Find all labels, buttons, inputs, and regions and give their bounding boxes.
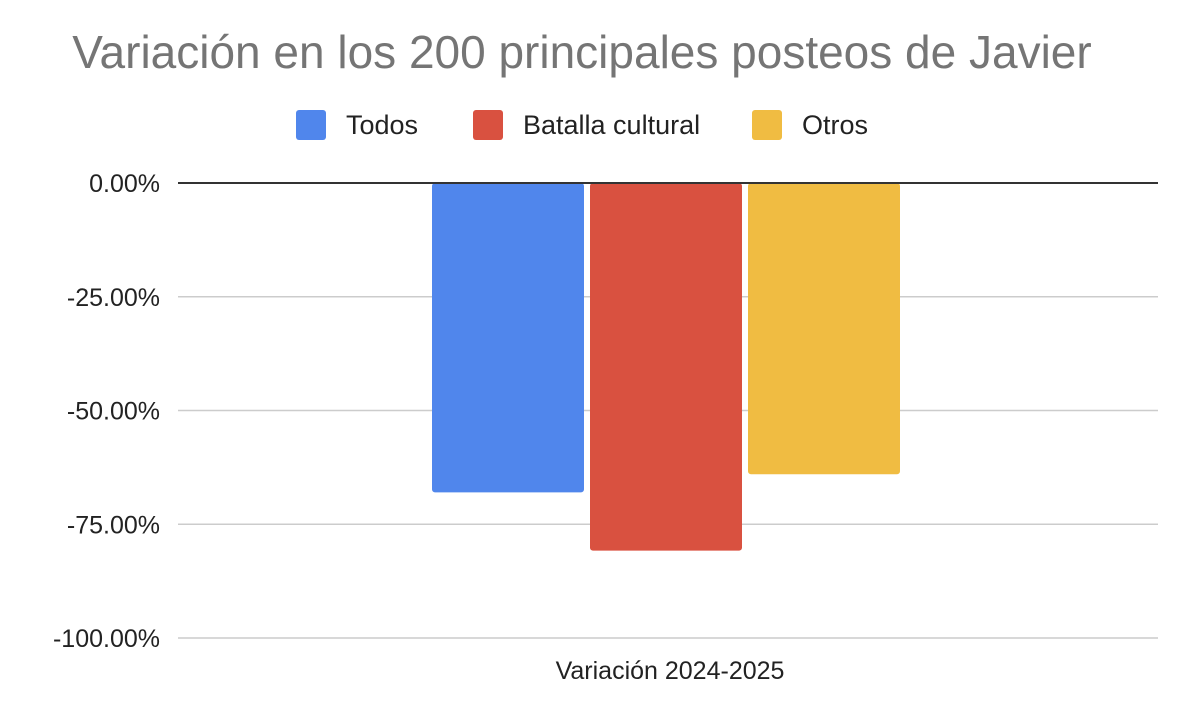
legend-label-2: Batalla cultural (523, 110, 700, 140)
y-tick-label: 0.00% (89, 170, 160, 198)
chart-title: Variación en los 200 principales posteos… (72, 26, 1091, 78)
y-tick-label: -100.00% (53, 625, 160, 653)
bars (432, 183, 900, 551)
legend: Todos Batalla cultural Otros (296, 110, 868, 140)
legend-swatch-3 (752, 110, 782, 140)
y-axis-tick-labels: 0.00% -25.00% -50.00% -75.00% -100.00% (53, 170, 160, 653)
y-tick-label: -25.00% (67, 284, 160, 312)
legend-swatch-1 (296, 110, 326, 140)
legend-label-3: Otros (802, 110, 868, 140)
x-category-label: Variación 2024-2025 (556, 657, 785, 685)
bar-1 (432, 183, 584, 493)
y-tick-label: -50.00% (67, 398, 160, 426)
y-tick-label: -75.00% (67, 511, 160, 539)
bar-3 (748, 183, 900, 475)
x-axis-category-labels: Variación 2024-2025 (556, 657, 785, 685)
legend-label-1: Todos (346, 110, 418, 140)
legend-swatch-2 (473, 110, 503, 140)
bar-2 (590, 183, 742, 551)
